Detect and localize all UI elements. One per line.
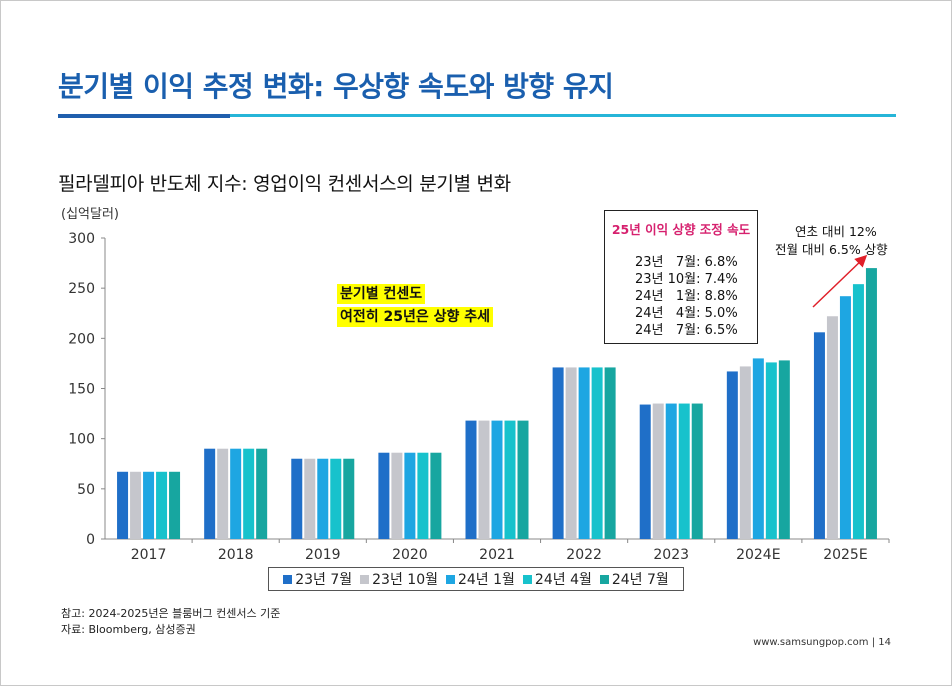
x-tick-label: 2018	[218, 547, 254, 563]
legend-label: 24년 4월	[534, 572, 592, 588]
legend-swatch	[445, 574, 455, 584]
revision-box-title: 25년 이익 상향 조정 속도	[611, 222, 751, 237]
bar	[739, 366, 751, 539]
bar	[652, 403, 664, 539]
revision-line: 24년 4월: 5.0%	[635, 306, 738, 321]
bar	[343, 458, 355, 539]
legend-item: 24년 1월	[445, 569, 515, 589]
x-tick-label: 2019	[305, 547, 341, 563]
highlight-line-2: 여전히 25년은 상향 추세	[337, 307, 494, 327]
bar	[430, 452, 442, 539]
x-tick-label: 2022	[566, 547, 602, 563]
bar	[678, 403, 690, 539]
legend-label: 24년 1월	[457, 572, 515, 588]
bar	[465, 420, 477, 539]
bar	[156, 471, 168, 539]
annotation-line-2: 전월 대비 6.5% 상향	[775, 242, 888, 257]
bar	[604, 367, 616, 539]
x-tick-label: 2021	[479, 547, 515, 563]
trend-arrow	[812, 254, 868, 308]
legend-item: 24년 4월	[522, 569, 592, 589]
bar	[417, 452, 429, 539]
bar	[504, 420, 516, 539]
x-tick-label: 2024E	[736, 547, 780, 563]
bar	[478, 420, 490, 539]
bar	[839, 296, 851, 539]
bar	[330, 458, 342, 539]
source-note: 자료: Bloomberg, 삼성증권	[61, 623, 196, 636]
bar	[565, 367, 577, 539]
bar	[591, 367, 603, 539]
chart-subtitle: 필라델피아 반도체 지수: 영업이익 컨센서스의 분기별 변화	[58, 173, 511, 195]
revision-line: 23년 10월: 7.4%	[635, 272, 738, 287]
bar	[765, 362, 777, 539]
y-tick-label: 300	[68, 231, 95, 247]
bar	[243, 448, 255, 539]
revision-line: 23년 7월: 6.8%	[635, 255, 738, 270]
bar	[204, 448, 216, 539]
y-tick-label: 50	[77, 482, 95, 498]
annotation-line-1: 연초 대비 12%	[795, 224, 877, 239]
legend-swatch	[522, 574, 532, 584]
bar	[639, 404, 651, 539]
bar	[304, 458, 316, 539]
bar	[230, 448, 242, 539]
legend-swatch	[599, 574, 609, 584]
title-rule-blue	[58, 114, 230, 118]
y-tick-label: 0	[86, 532, 95, 548]
revision-box: 25년 이익 상향 조정 속도 23년 7월: 6.8% 23년 10월: 7.…	[604, 210, 758, 344]
bar	[404, 452, 416, 539]
revision-line: 24년 1월: 8.8%	[635, 289, 738, 304]
legend-label: 23년 7월	[295, 572, 353, 588]
bar	[291, 458, 303, 539]
y-axis-unit: (십억달러)	[61, 207, 119, 222]
bar-chart: 0 50 100 150 200 250 300 2017 2018 2019 2020 2021 20…	[68, 231, 890, 563]
bar	[552, 367, 564, 539]
y-tick-label: 150	[68, 382, 95, 398]
bar	[778, 360, 790, 539]
bar	[852, 284, 864, 539]
x-tick-label: 2025E	[823, 547, 867, 563]
bar	[491, 420, 503, 539]
bar	[665, 403, 677, 539]
bar	[391, 452, 403, 539]
bar	[752, 358, 764, 539]
y-tick-label: 250	[68, 281, 95, 297]
bar	[813, 332, 825, 539]
y-tick-label: 100	[68, 432, 95, 448]
legend-swatch	[360, 574, 370, 584]
footnote: 참고: 2024-2025년은 블룸버그 컨센서스 기준	[61, 607, 281, 620]
bar	[691, 403, 703, 539]
bar	[317, 458, 329, 539]
legend-swatch	[283, 574, 293, 584]
bar	[517, 420, 529, 539]
chart-legend: 23년 7월 23년 10월 24년 1월 24년 4월 24년 7월	[268, 567, 684, 591]
x-tick-label: 2023	[653, 547, 689, 563]
legend-label: 24년 7월	[611, 572, 669, 588]
bar	[169, 471, 181, 539]
x-tick-label: 2020	[392, 547, 428, 563]
bar	[865, 268, 877, 539]
bar	[378, 452, 390, 539]
x-tick-label: 2017	[131, 547, 167, 563]
title-rule-cyan	[230, 114, 896, 117]
bar	[217, 448, 229, 539]
bar	[143, 471, 155, 539]
bar	[117, 471, 129, 539]
legend-item: 23년 10월	[360, 569, 438, 589]
legend-item: 23년 7월	[283, 569, 352, 589]
bar	[130, 471, 142, 539]
revision-line: 24년 7월: 6.5%	[635, 323, 738, 338]
bar	[256, 448, 268, 539]
legend-item: 24년 7월	[599, 569, 669, 589]
legend-label: 23년 10월	[372, 572, 438, 588]
bar	[726, 371, 738, 539]
bar	[578, 367, 590, 539]
highlight-line-1: 분기별 컨센도	[337, 284, 426, 304]
y-tick-label: 200	[68, 331, 95, 347]
page-title: 분기별 이익 추정 변화: 우상향 속도와 방향 유지	[58, 70, 614, 103]
bar	[826, 316, 838, 539]
page-footer: www.samsungpop.com | 14	[753, 637, 891, 648]
